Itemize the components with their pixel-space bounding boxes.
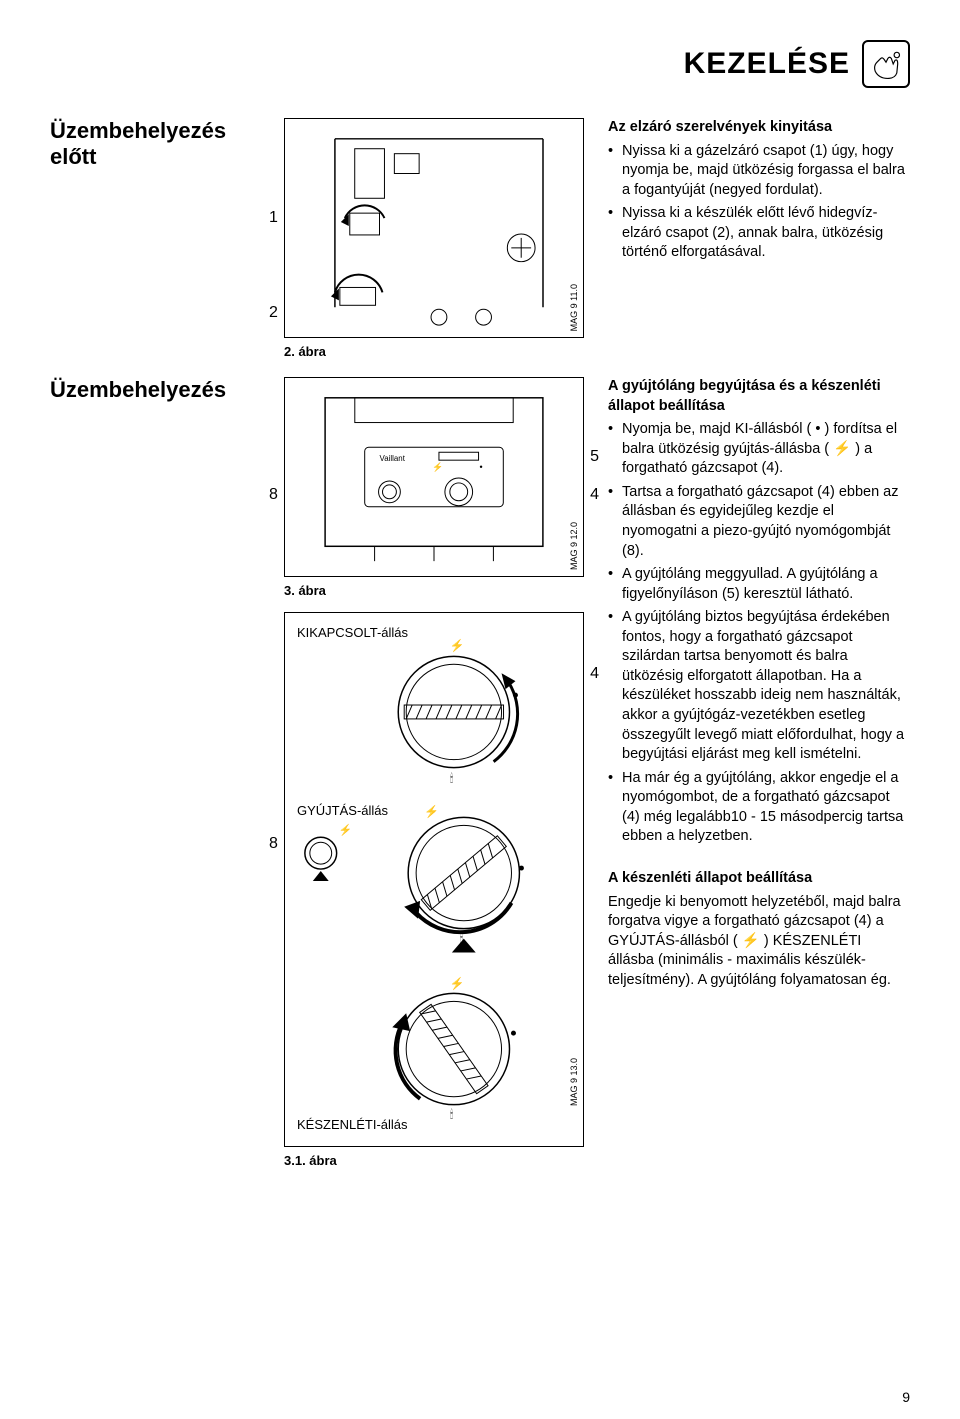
fig3-label-5: 5	[590, 448, 599, 466]
fig3-caption: 3. ábra	[284, 583, 584, 598]
heading-pre: Üzembehelyezés előtt	[50, 118, 260, 171]
block1-title: Az elzáró szerelvények kinyitása	[608, 118, 910, 138]
block3-title: A készenléti állapot beállítása	[608, 869, 910, 889]
header-title: KEZELÉSE	[684, 47, 850, 81]
figure-3-1: KIKAPCSOLT-állás ⚡ 🕯 4 GYÚJTÁS-állás 8	[284, 612, 584, 1147]
fig2-label-1: 1	[269, 209, 278, 227]
block2-title: A gyújtóláng begyújtása és a készenléti …	[608, 377, 910, 416]
section-pre: Üzembehelyezés előtt	[50, 118, 910, 359]
block1-bullet-1: Nyissa ki a gázelzáró csapot (1) úgy, ho…	[608, 142, 910, 201]
svg-text:⚡: ⚡	[450, 638, 465, 652]
svg-text:•: •	[480, 462, 483, 472]
figure-2-container: 1 2 MAG 9 11.0 2. ábra	[284, 118, 584, 359]
svg-text:🕯: 🕯	[450, 771, 453, 785]
figure-3: Vaillant ⚡ • 8 5 4 MAG 9 12.0	[284, 377, 584, 577]
svg-text:🕯: 🕯	[450, 1108, 453, 1122]
block2-b1: Nyomja be, majd KI-állásból ( • ) fordít…	[608, 420, 910, 479]
block2-b3: A gyújtóláng meggyullad. A gyújtóláng a …	[608, 565, 910, 604]
svg-text:⚡: ⚡	[424, 804, 439, 818]
fig2-label-2: 2	[269, 304, 278, 322]
block2-b4: A gyújtóláng biztos begyújtása érdekében…	[608, 608, 910, 765]
fig3-label-8: 8	[269, 486, 278, 504]
block1-bullet-2: Nyissa ki a készülék előtt lévő hidegvíz…	[608, 204, 910, 263]
standby-label: KÉSZENLÉTI-állás	[297, 1117, 408, 1132]
figures-column: Vaillant ⚡ • 8 5 4 MAG 9 12.0 3. áb	[284, 377, 584, 1168]
block2-b5: Ha már ég a gyújtóláng, akkor engedje el…	[608, 769, 910, 847]
figure-2: 1 2 MAG 9 11.0	[284, 118, 584, 338]
hand-icon	[862, 40, 910, 88]
svg-text:⚡: ⚡	[339, 823, 353, 836]
fig2-mag: MAG 9 11.0	[569, 284, 579, 331]
svg-text:⚡: ⚡	[450, 976, 465, 990]
block2-b2: Tartsa a forgatható gázcsapot (4) ebben …	[608, 483, 910, 561]
text-column-right: A gyújtóláng begyújtása és a készenléti …	[608, 377, 910, 990]
svg-text:Vaillant: Vaillant	[380, 454, 406, 463]
fig31-label-8: 8	[269, 835, 278, 853]
fig2-caption: 2. ábra	[284, 344, 584, 359]
fig31-mag: MAG 9 13.0	[569, 1058, 579, 1106]
fig31-caption: 3.1. ábra	[284, 1153, 584, 1168]
heading-main: Üzembehelyezés	[50, 377, 260, 403]
section-main: Üzembehelyezés Vaillant ⚡ •	[50, 377, 910, 1168]
fig31-label-4: 4	[590, 665, 599, 683]
svg-text:⚡: ⚡	[432, 461, 443, 473]
fig3-label-4: 4	[590, 486, 599, 504]
page-header: KEZELÉSE	[50, 40, 910, 88]
fig3-mag: MAG 9 12.0	[569, 522, 579, 570]
text-block-1: Az elzáró szerelvények kinyitása Nyissa …	[608, 118, 910, 267]
page-number: 9	[902, 1389, 910, 1405]
block3-p1: Engedje ki benyomott helyzetéből, majd b…	[608, 893, 910, 991]
